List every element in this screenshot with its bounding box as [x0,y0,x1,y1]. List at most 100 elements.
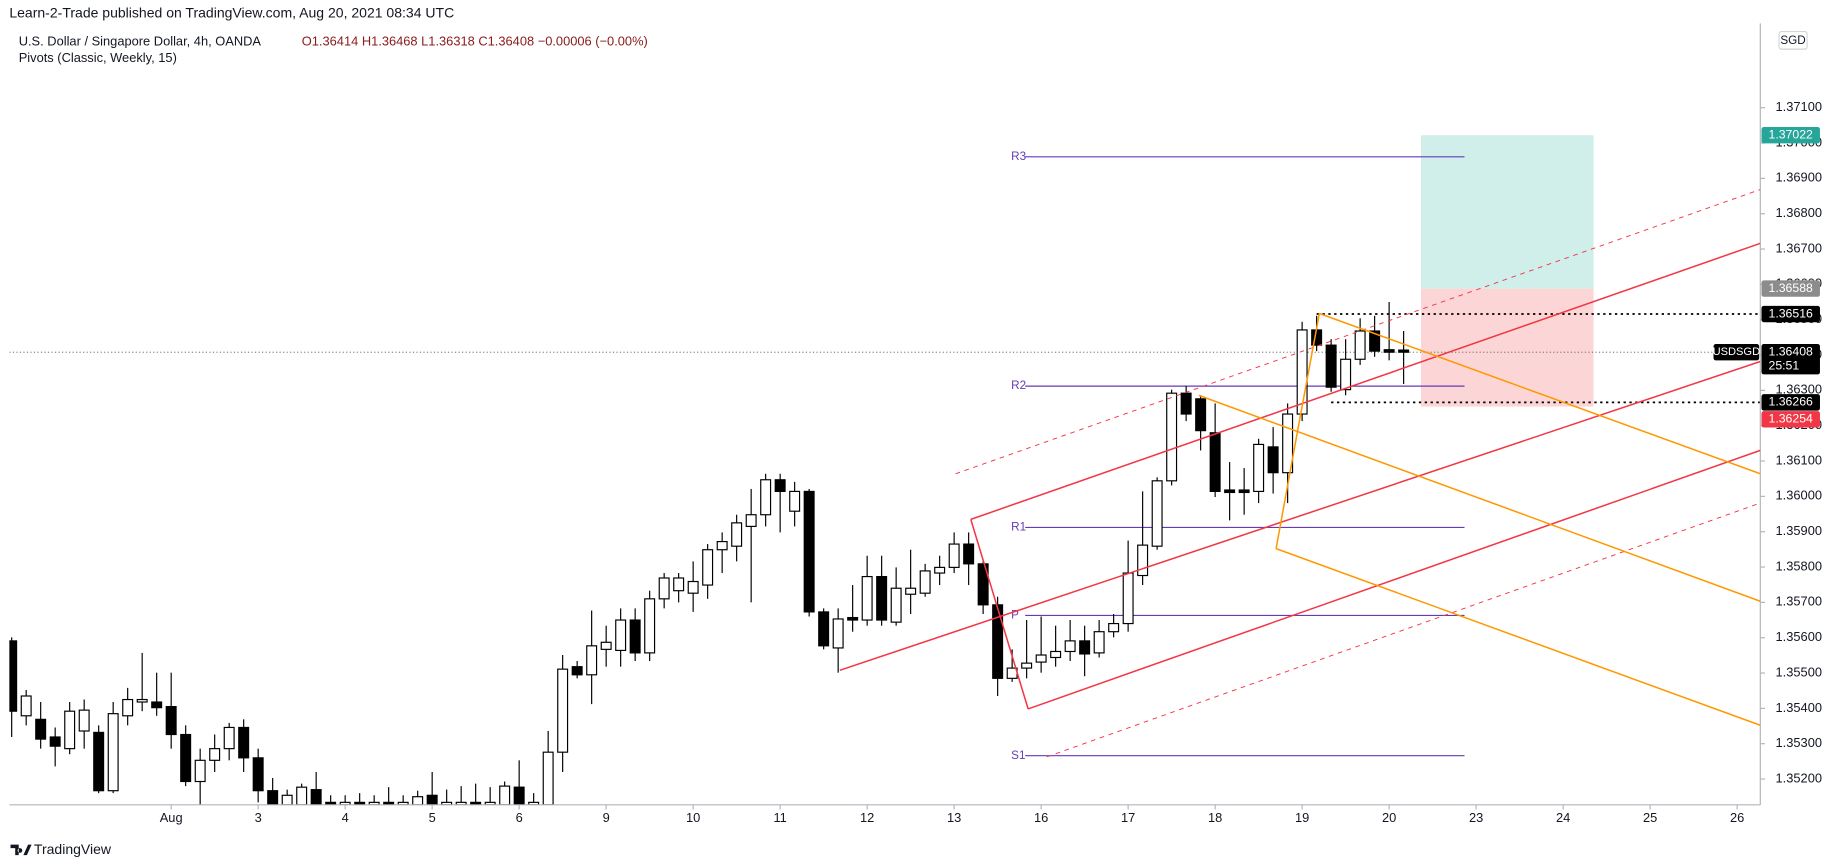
candle-body [948,543,960,568]
candle-body [165,706,177,736]
candle-body [1108,622,1120,633]
candle-body [9,640,18,712]
candle-body [1021,662,1033,669]
trend-line [970,519,1029,710]
pivot-label: R1 [1011,521,1026,534]
candle-body [194,759,206,783]
candle-body [557,668,569,753]
candle-body [963,543,975,565]
candle-body [716,541,728,551]
drawings [839,189,1761,758]
candle-body [1224,489,1236,494]
countdown-label: 25:51 [1768,358,1799,372]
currency-label: SGD [1780,34,1805,47]
candle-body [905,587,917,595]
trend-line [970,242,1761,521]
candle-body [1253,443,1265,493]
candle-body [1209,432,1221,493]
pivot-label: S1 [1011,749,1025,762]
y-tick-label: 1.35400 [1776,700,1822,715]
price-tag-label: 1.36516 [1768,306,1813,320]
candle-body [615,619,627,652]
price-tag [1761,344,1820,375]
y-tick-label: 1.36700 [1776,240,1822,255]
y-tick-label: 1.36100 [1776,452,1822,467]
x-tick-label: 10 [686,810,700,825]
candle-body [890,587,902,623]
y-tick-label: 1.35300 [1776,735,1822,750]
candle-body [644,598,656,654]
candle-body [20,695,32,717]
price-tag-label: 1.36588 [1768,281,1813,295]
ohlc-legend: O1.36414 H1.36468 L1.36318 C1.36408 −0.0… [302,34,648,49]
candle-body [1267,446,1279,474]
x-tick-label: Aug [160,810,183,825]
candle-body [296,786,308,805]
price-tag [1761,305,1820,323]
x-tick-label: 9 [603,810,610,825]
x-tick-label: 26 [1730,810,1744,825]
trend-line [1198,394,1761,602]
price-tag [1761,394,1820,411]
price-tag-label: 1.37022 [1768,127,1813,141]
trend-line [1275,547,1761,726]
x-tick-label: 17 [1121,810,1135,825]
candle-body [1093,631,1105,654]
x-tick-label: 12 [860,810,874,825]
candle-body [1282,413,1294,474]
candle-body [1079,640,1091,655]
candle-body [223,726,235,750]
position-target-zone [1421,135,1594,289]
x-tick-label: 5 [429,810,436,825]
pivot-label: R3 [1011,150,1026,163]
y-tick-label: 1.36300 [1776,382,1822,397]
trend-line [955,189,1761,475]
x-tick-label: 16 [1034,810,1048,825]
candle-body [731,522,743,547]
candle-body [600,641,612,650]
candle-body [180,733,192,783]
symbol-title: U.S. Dollar / Singapore Dollar, 4h, OAND… [19,34,262,49]
footer-brand: TradingView [34,841,112,857]
x-tick-label: 13 [947,810,961,825]
candle-body [122,698,134,717]
symbol-tag [1713,344,1760,361]
price-tag [1761,280,1820,297]
trend-line [1046,502,1761,758]
y-tick-label: 1.35700 [1776,594,1822,609]
x-tick-label: 19 [1295,810,1309,825]
candle-body [1369,330,1381,352]
candle-body [571,666,583,676]
candle-body [803,490,815,613]
candle-body [1195,398,1207,432]
candle-body [252,757,264,792]
candle-body [1340,358,1352,391]
candle-body [992,604,1004,679]
publisher: Learn-2-Trade published on TradingView.c… [9,5,454,21]
candle-body [861,575,873,621]
candle-body [499,785,511,805]
x-tick-label: 3 [255,810,262,825]
y-tick-label: 1.36800 [1776,205,1822,220]
candle-body [1238,489,1250,494]
candle-body [151,701,163,709]
price-tag-label: 1.36254 [1768,412,1813,426]
x-tick-label: 4 [342,810,349,825]
candle-body [136,698,148,703]
trend-line [1027,449,1761,710]
candle-body [847,616,859,621]
x-tick-label: 25 [1643,810,1657,825]
pivot-label: P [1011,609,1019,622]
candle-body [818,611,830,647]
candle-body [832,618,844,649]
candle-body [629,619,641,654]
x-tick-label: 11 [773,810,786,825]
trend-line [839,360,1761,672]
x-tick-label: 20 [1382,810,1396,825]
candle-body [658,577,670,600]
candle-body [1137,544,1149,577]
candle-body [412,796,424,805]
candle-body [1166,392,1178,482]
symbol-tag-label: USDSGD [1713,346,1761,358]
